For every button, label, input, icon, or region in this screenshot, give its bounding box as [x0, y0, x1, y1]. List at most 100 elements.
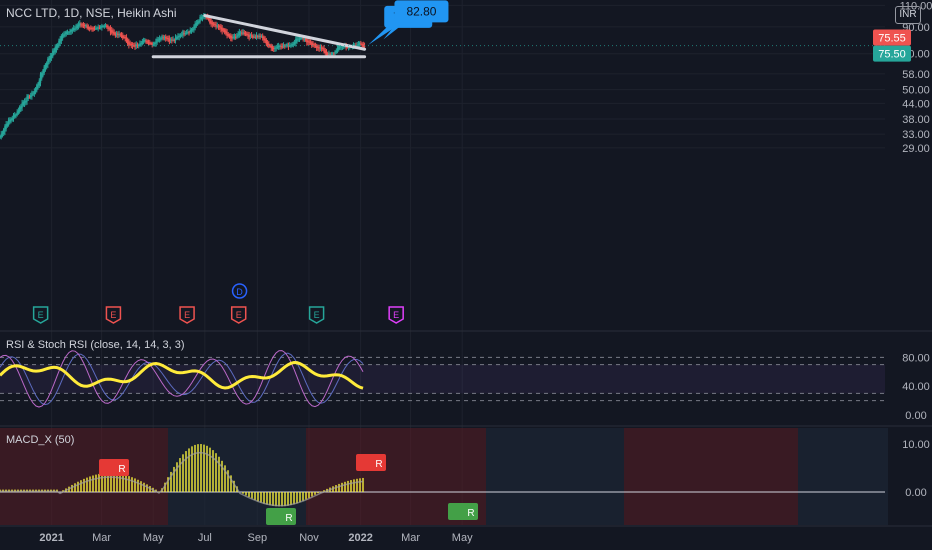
candle-body	[76, 25, 79, 29]
macd-bg-band	[744, 428, 750, 525]
candle-body	[286, 44, 288, 46]
candle-body	[93, 28, 96, 30]
candle-body	[258, 35, 260, 37]
macd-bg-band	[612, 428, 618, 525]
macd-bg-band	[522, 428, 528, 525]
macd-bg-band	[54, 428, 60, 525]
candle-body	[246, 33, 248, 35]
macd-bg-band	[234, 428, 240, 525]
macd-bg-band	[288, 428, 294, 525]
candle-body	[72, 27, 75, 31]
macd-bg-band	[618, 428, 624, 525]
candle-body	[79, 23, 81, 26]
macd-bg-band	[786, 428, 792, 525]
candle-body	[189, 29, 191, 33]
candle-body	[96, 27, 98, 29]
macd-panel: R R R R	[0, 444, 885, 525]
candle-body	[248, 34, 250, 38]
candle-body	[169, 39, 172, 41]
candle-body	[117, 33, 119, 36]
price-label-text: 75.50	[878, 49, 906, 61]
candle-body	[151, 43, 153, 45]
candle-body	[196, 21, 199, 25]
candle-body	[29, 95, 32, 98]
macd-bg-band	[318, 428, 324, 525]
macd-bg-band	[420, 428, 426, 525]
candle-body	[324, 50, 326, 54]
candle-body	[70, 29, 72, 32]
candle-body	[166, 37, 168, 39]
candle-body	[55, 45, 58, 50]
macd-bg-band	[876, 428, 882, 525]
candle-body	[163, 36, 166, 38]
macd-bg-band	[66, 428, 72, 525]
candle-body	[231, 37, 233, 39]
candle-body	[306, 39, 308, 43]
candle-body	[119, 34, 121, 36]
candle-body	[228, 34, 231, 37]
macd-bg-band	[294, 428, 300, 525]
candle-body	[85, 25, 87, 27]
candle-body	[327, 52, 329, 56]
candle-body	[207, 17, 210, 20]
macd-bg-band	[252, 428, 258, 525]
macd-bg-band	[660, 428, 666, 525]
candle-body	[220, 26, 222, 29]
candle-body	[333, 53, 335, 55]
macd-bg-band	[780, 428, 786, 525]
candle-body	[346, 47, 349, 49]
time-tick-label: 2021	[39, 532, 63, 544]
macd-bg-band	[468, 428, 474, 525]
rsi-tick-label: 40.00	[902, 381, 930, 393]
candle-body	[161, 35, 163, 39]
macd-bg-band	[402, 428, 408, 525]
macd-bg-band	[828, 428, 834, 525]
candle-body	[216, 25, 218, 27]
macd-bg-band	[798, 428, 804, 525]
candle-body	[233, 36, 236, 38]
rsi-tick-label: 80.00	[902, 352, 930, 364]
candle-body	[90, 27, 92, 29]
candle-body	[91, 28, 93, 30]
candle-body	[15, 114, 17, 116]
macd-bg-band	[336, 428, 342, 525]
signal-box	[356, 454, 386, 471]
candle-body	[16, 111, 18, 116]
currency-button[interactable]: INR	[895, 6, 921, 24]
candle-body	[322, 48, 324, 50]
macd-bg-band	[750, 428, 756, 525]
earnings-marker	[105, 306, 122, 324]
candle-body	[65, 31, 67, 35]
candle-body	[156, 38, 158, 43]
signal-box	[266, 508, 296, 525]
macd-bg-band	[342, 428, 348, 525]
candle-body	[56, 44, 59, 48]
macd-bg-band	[312, 428, 318, 525]
candle-body	[361, 43, 363, 45]
time-tick-label: 2022	[348, 532, 372, 544]
candle-body	[69, 31, 71, 33]
macd-bg-band	[300, 428, 306, 525]
candle-body	[157, 39, 160, 41]
price-tick-label: 58.00	[902, 69, 930, 81]
signal-label: R	[375, 459, 382, 470]
candle-body	[42, 70, 44, 76]
candle-body	[183, 33, 185, 35]
candle-body	[118, 34, 120, 36]
candle-body	[187, 31, 189, 33]
candle-body	[239, 32, 242, 34]
candle-body	[31, 92, 33, 97]
candle-body	[180, 34, 183, 36]
macd-bg-band	[756, 428, 762, 525]
macd-bg-band	[138, 428, 144, 525]
macd-bg-band	[870, 428, 876, 525]
candle-body	[260, 36, 263, 38]
candle-body	[9, 119, 11, 123]
candle-body	[280, 46, 282, 48]
signal-label: R	[285, 513, 292, 524]
macd-bg-band	[516, 428, 522, 525]
candle-body	[144, 39, 146, 42]
candle-body	[106, 25, 108, 27]
